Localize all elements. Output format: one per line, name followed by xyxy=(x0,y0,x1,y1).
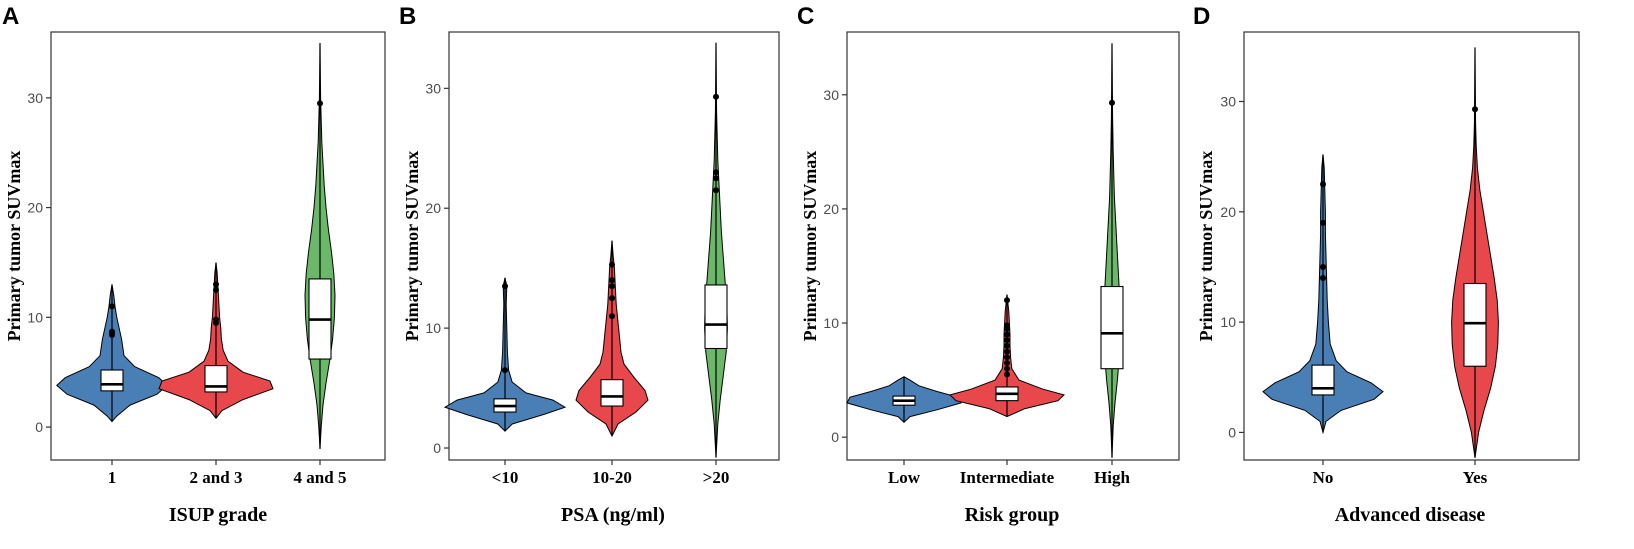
x-tick-label: 4 and 5 xyxy=(294,468,347,487)
y-tick-label: 10 xyxy=(1220,314,1236,330)
box-iqr xyxy=(100,369,124,392)
box-iqr xyxy=(600,379,624,407)
outlier-point xyxy=(213,316,219,323)
y-tick-label: 30 xyxy=(27,90,43,106)
y-tick-label: 30 xyxy=(823,87,839,103)
box-iqr xyxy=(704,284,728,350)
x-axis-label: ISUP grade xyxy=(169,504,267,526)
outlier-point xyxy=(1320,263,1326,270)
y-tick-label: 10 xyxy=(823,315,839,331)
y-tick-label: 0 xyxy=(831,429,839,445)
outlier-point xyxy=(1472,106,1478,113)
y-tick-label: 0 xyxy=(35,419,43,435)
outlier-point xyxy=(502,367,508,374)
outlier-point xyxy=(1004,365,1010,372)
panel-letter: A xyxy=(2,3,19,30)
outlier-point xyxy=(1004,371,1010,378)
box-iqr xyxy=(1100,285,1124,370)
outlier-point xyxy=(713,93,719,100)
panel-d: D 0 10 20 30 Primary tumor SUVmax Advanced dis… xyxy=(1193,3,1580,526)
outlier-point xyxy=(109,303,115,310)
panel-letter: D xyxy=(1193,3,1210,30)
plot-frame xyxy=(846,31,1180,461)
outlier-point xyxy=(609,277,615,284)
outlier-point xyxy=(1004,297,1010,304)
outlier-point xyxy=(109,328,115,335)
x-axis-label: PSA (ng/ml) xyxy=(561,504,665,526)
panel-b: B 0 10 20 30 Primary tumor SUVmax PSA (ng/ml) <… xyxy=(399,3,780,526)
y-tick-label: 30 xyxy=(425,80,441,96)
outlier-point xyxy=(713,169,719,176)
x-tick-label: High xyxy=(1094,468,1130,487)
outlier-point xyxy=(502,283,508,290)
y-axis-label: Primary tumor SUVmax xyxy=(800,151,820,342)
outlier-point xyxy=(1004,348,1010,355)
y-tick-label: 10 xyxy=(27,309,43,325)
panel-c: C 0 10 20 30 Primary tumor SUVmax Risk group Lo… xyxy=(797,3,1180,526)
y-tick-label: 20 xyxy=(823,201,839,217)
x-tick-label: Low xyxy=(888,468,921,487)
outlier-point xyxy=(1004,342,1010,349)
outlier-point xyxy=(1320,274,1326,281)
x-tick-label: 10-20 xyxy=(592,468,632,487)
y-tick-label: 0 xyxy=(433,440,441,456)
outlier-point xyxy=(609,261,615,268)
outlier-point xyxy=(1004,322,1010,329)
outlier-point xyxy=(713,187,719,194)
outlier-point xyxy=(213,286,219,293)
outlier-point xyxy=(213,281,219,288)
x-axis-label: Advanced disease xyxy=(1335,504,1486,526)
panel-a: A 0 10 20 30 Primary tumor SUVmax ISUP grade 1 2… xyxy=(2,3,386,526)
y-tick-label: 0 xyxy=(1228,424,1236,440)
y-axis-label: Primary tumor SUVmax xyxy=(4,151,24,342)
outlier-point xyxy=(1004,359,1010,366)
outlier-point xyxy=(317,100,323,107)
x-tick-label: Intermediate xyxy=(960,468,1055,487)
y-tick-label: 30 xyxy=(1220,93,1236,109)
y-tick-label: 20 xyxy=(425,200,441,216)
x-tick-label: Yes xyxy=(1463,468,1488,487)
outlier-point xyxy=(609,283,615,290)
plot-frame xyxy=(50,31,386,461)
panel-letter: B xyxy=(399,3,416,30)
outlier-point xyxy=(1004,331,1010,338)
outlier-point xyxy=(1109,99,1115,106)
outlier-point xyxy=(609,313,615,320)
outlier-point xyxy=(609,295,615,302)
y-tick-label: 20 xyxy=(27,200,43,216)
outlier-point xyxy=(1320,181,1326,188)
outlier-point xyxy=(713,175,719,182)
x-tick-label: <10 xyxy=(492,468,519,487)
x-tick-label: 1 xyxy=(108,468,117,487)
y-tick-label: 20 xyxy=(1220,204,1236,220)
plot-frame xyxy=(448,31,780,461)
y-axis-label: Primary tumor SUVmax xyxy=(1196,151,1216,342)
y-axis-label: Primary tumor SUVmax xyxy=(402,151,422,342)
box-iqr xyxy=(204,365,228,393)
outlier-point xyxy=(1004,354,1010,361)
y-tick-label: 10 xyxy=(425,320,441,336)
outlier-point xyxy=(1320,219,1326,226)
x-tick-label: No xyxy=(1313,468,1334,487)
plot-frame xyxy=(1243,31,1580,461)
box-iqr xyxy=(1463,282,1487,367)
box-iqr xyxy=(1311,364,1335,396)
panel-letter: C xyxy=(797,3,814,30)
x-axis-label: Risk group xyxy=(965,504,1060,526)
x-tick-label: >20 xyxy=(703,468,730,487)
outlier-point xyxy=(1004,337,1010,344)
x-tick-label: 2 and 3 xyxy=(190,468,243,487)
